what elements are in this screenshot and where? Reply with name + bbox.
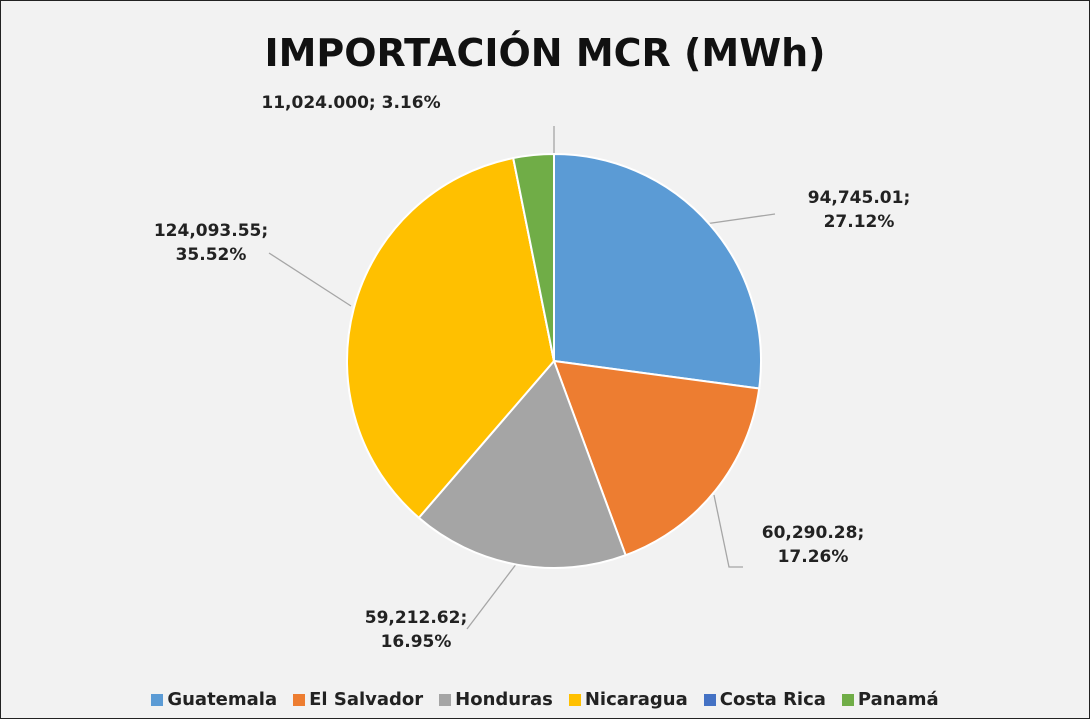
legend-label: Costa Rica	[719, 689, 826, 710]
data-label: 94,745.01; 27.12%	[807, 188, 911, 232]
legend-label: Honduras	[455, 689, 553, 710]
legend-item: Nicaragua	[568, 689, 688, 710]
leader-line	[268, 252, 352, 307]
pie-slice	[552, 359, 761, 557]
legend-label: El Salvador	[309, 689, 424, 710]
legend-swatch	[439, 693, 452, 706]
data-label: 124,093.55; 35.52%	[153, 221, 269, 265]
pie-slice	[417, 359, 627, 569]
legend-swatch	[151, 693, 164, 706]
legend-swatch	[841, 693, 854, 706]
pie-slice	[553, 152, 762, 390]
leader-line	[713, 494, 743, 568]
legend-swatch	[568, 693, 581, 706]
data-label: 60,290.28; 17.26%	[761, 523, 865, 567]
legend-item: El Salvador	[293, 689, 423, 710]
legend-swatch	[293, 693, 306, 706]
legend: Guatemala El Salvador Honduras Nicaragua Cos…	[1, 689, 1089, 710]
data-label: 59,212.62; 16.95%	[364, 608, 468, 652]
legend-item: Honduras	[439, 689, 553, 710]
leader-line	[697, 213, 776, 226]
legend-label: Panamá	[857, 689, 939, 710]
pie-slice	[512, 152, 555, 362]
legend-swatch	[703, 693, 716, 706]
leader-line	[466, 562, 518, 630]
legend-item: Costa Rica	[703, 689, 826, 710]
pie-slice	[346, 156, 556, 520]
chart-title: IMPORTACIÓN MCR (MWh)	[264, 31, 826, 75]
legend-label: Nicaragua	[584, 689, 688, 710]
data-label: 11,024.000; 3.16%	[261, 93, 441, 113]
legend-item: Guatemala	[151, 689, 277, 710]
legend-item: Panamá	[841, 689, 939, 710]
legend-label: Guatemala	[167, 689, 278, 710]
